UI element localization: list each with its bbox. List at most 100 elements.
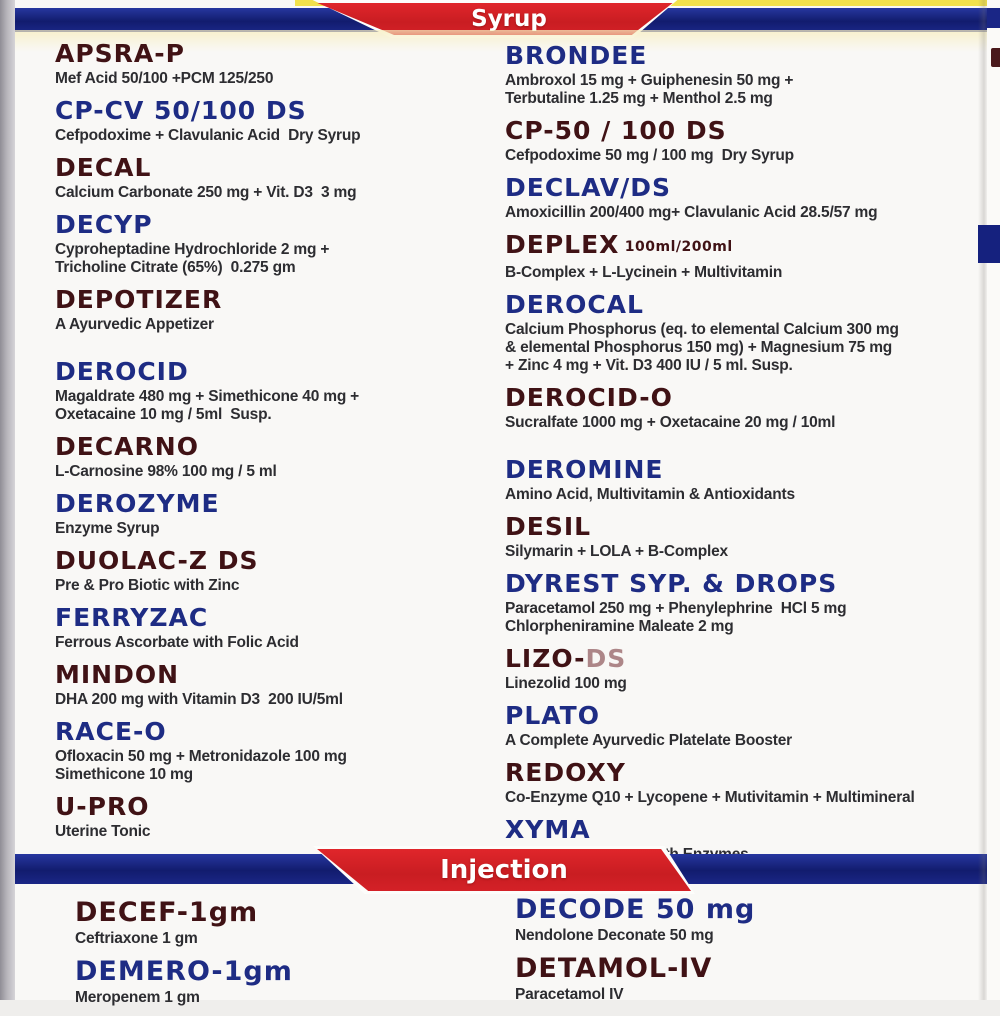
product-item: DESIL Silymarin + LOLA + B-Complex <box>505 513 985 561</box>
product-name: LIZO-DS <box>505 644 627 673</box>
product-name: XYMA <box>505 815 591 844</box>
product-item: MINDON DHA 200 mg with Vitamin D3 200 IU/… <box>55 661 485 709</box>
product-name-suffix: 100ml/200ml <box>619 239 733 255</box>
product-item: DECODE 50 mg Nendolone Deconate 50 mg <box>515 895 985 945</box>
product-item: DECEF-1gm Ceftriaxone 1 gm <box>75 898 495 948</box>
product-description: Cyproheptadine Hydrochloride 2 mg + Tric… <box>55 241 330 276</box>
product-item: CP-50 / 100 DS Cefpodoxime 50 mg / 100 mg… <box>505 117 985 165</box>
product-name: RACE-O <box>55 717 167 746</box>
product-item: DEROCAL Calcium Phosphorus (eq. to elemen… <box>505 291 985 375</box>
paper-tint <box>15 30 1000 52</box>
product-description: Cefpodoxime 50 mg / 100 mg Dry Syrup <box>505 147 794 164</box>
product-description: Sucralfate 1000 mg + Oxetacaine 20 mg / … <box>505 414 836 431</box>
product-description: Magaldrate 480 mg + Simethicone 40 mg + … <box>55 388 360 423</box>
left-edge-strip <box>0 0 15 1000</box>
product-item: DEMERO-1gm Meropenem 1 gm <box>75 957 495 1007</box>
product-item: LIZO-DS Linezolid 100 mg <box>505 645 985 693</box>
product-name: MINDON <box>55 660 180 689</box>
product-name: CP-CV 50/100 DS <box>55 96 307 125</box>
product-name: DECODE 50 mg <box>515 894 756 925</box>
injection-column-right: DECODE 50 mg Nendolone Deconate 50 mg DETA… <box>515 895 985 1013</box>
product-description: B-Complex + L-Lycinein + Multivitamin <box>505 264 783 281</box>
product-name: DUOLAC-Z DS <box>55 546 259 575</box>
product-name: APSRA-P <box>55 39 185 68</box>
section-banner-injection: Injection <box>15 846 1000 894</box>
product-description: Mef Acid 50/100 +PCM 125/250 <box>55 70 274 87</box>
syrup-column-left: APSRA-P Mef Acid 50/100 +PCM 125/250 CP-CV… <box>55 40 485 850</box>
banner-badge: Injection <box>317 849 691 891</box>
product-description: Ceftriaxone 1 gm <box>75 930 198 947</box>
product-description: Co-Enzyme Q10 + Lycopene + Mutivitamin +… <box>505 789 915 806</box>
product-name: DECARNO <box>55 432 199 461</box>
product-item: DEPOTIZER A Ayurvedic Appetizer <box>55 286 485 334</box>
product-item: DEROMINE Amino Acid, Multivitamin & Antio… <box>505 456 985 504</box>
product-description: Meropenem 1 gm <box>75 989 200 1006</box>
product-name: DEPOTIZER <box>55 285 223 314</box>
injection-column-left: DECEF-1gm Ceftriaxone 1 gm DEMERO-1gm Merop… <box>75 898 495 1016</box>
product-item: FERRYZAC Ferrous Ascorbate with Folic Aci… <box>55 604 485 652</box>
product-name: DECLAV/DS <box>505 173 671 202</box>
product-name: DECAL <box>55 153 152 182</box>
product-item: DECYP Cyproheptadine Hydrochloride 2 mg +… <box>55 211 485 277</box>
product-item: REDOXY Co-Enzyme Q10 + Lycopene + Mutivit… <box>505 759 985 807</box>
banner-label: Syrup <box>471 6 547 32</box>
product-name: DEROMINE <box>505 455 664 484</box>
product-name-faded-part: DS <box>585 644 627 673</box>
product-item: PLATO A Complete Ayurvedic Platelate Boos… <box>505 702 985 750</box>
product-description: Uterine Tonic <box>55 823 151 840</box>
product-item: DUOLAC-Z DS Pre & Pro Biotic with Zinc <box>55 547 485 595</box>
product-description: Ofloxacin 50 mg + Metronidazole 100 mg S… <box>55 748 347 783</box>
product-item: DEROCID-O Sucralfate 1000 mg + Oxetacaine… <box>505 384 985 432</box>
product-description: Silymarin + LOLA + B-Complex <box>505 543 728 560</box>
product-item: BRONDEE Ambroxol 15 mg + Guiphenesin 50 m… <box>505 42 985 108</box>
product-description: A Complete Ayurvedic Platelate Booster <box>505 732 792 749</box>
product-description: Calcium Carbonate 250 mg + Vit. D3 3 mg <box>55 184 357 201</box>
product-name: CP-50 / 100 DS <box>505 116 727 145</box>
product-name: DEROCID-O <box>505 383 673 412</box>
product-description: Cefpodoxime + Clavulanic Acid Dry Syrup <box>55 127 361 144</box>
product-name: PLATO <box>505 701 600 730</box>
product-name: DYREST SYP. & DROPS <box>505 569 838 598</box>
product-description: DHA 200 mg with Vitamin D3 200 IU/5ml <box>55 691 343 708</box>
product-name: REDOXY <box>505 758 626 787</box>
product-description: Amino Acid, Multivitamin & Antioxidants <box>505 486 795 503</box>
adjacent-panel-blue-mark <box>978 225 1000 263</box>
adjacent-panel-edge <box>978 0 1000 1000</box>
product-description: L-Carnosine 98% 100 mg / 5 ml <box>55 463 277 480</box>
product-description: Amoxicillin 200/400 mg+ Clavulanic Acid … <box>505 204 878 221</box>
product-description: Nendolone Deconate 50 mg <box>515 927 714 944</box>
product-name: U-PRO <box>55 792 150 821</box>
product-item: DECLAV/DS Amoxicillin 200/400 mg+ Clavula… <box>505 174 985 222</box>
product-name: BRONDEE <box>505 41 648 70</box>
banner-badge: Syrup <box>317 3 673 35</box>
product-item: U-PRO Uterine Tonic <box>55 793 485 841</box>
product-description: Paracetamol 250 mg + Phenylephrine HCl 5… <box>505 600 847 635</box>
product-name: DETAMOL-IV <box>515 953 713 984</box>
product-name: FERRYZAC <box>55 603 209 632</box>
adjacent-panel-blue-band-fragment <box>987 8 1000 28</box>
product-description: Ambroxol 15 mg + Guiphenesin 50 mg + Ter… <box>505 72 794 107</box>
product-description: Pre & Pro Biotic with Zinc <box>55 577 240 594</box>
product-name: DESIL <box>505 512 592 541</box>
product-name: DEMERO-1gm <box>75 956 293 987</box>
product-item: DEROZYME Enzyme Syrup <box>55 490 485 538</box>
product-item: DECAL Calcium Carbonate 250 mg + Vit. D3 … <box>55 154 485 202</box>
product-name: DEPLEX 100ml/200ml <box>505 230 733 259</box>
product-name: DECEF-1gm <box>75 897 259 928</box>
product-description: Calcium Phosphorus (eq. to elemental Cal… <box>505 321 899 374</box>
product-description: Linezolid 100 mg <box>505 675 627 692</box>
adjacent-panel-text-fragment <box>991 48 1000 67</box>
syrup-column-right: BRONDEE Ambroxol 15 mg + Guiphenesin 50 m… <box>505 42 985 873</box>
product-item: DEPLEX 100ml/200ml B-Complex + L-Lycinein… <box>505 231 985 282</box>
product-description: Ferrous Ascorbate with Folic Acid <box>55 634 299 651</box>
product-item: DYREST SYP. & DROPS Paracetamol 250 mg + … <box>505 570 985 636</box>
product-item: DECARNO L-Carnosine 98% 100 mg / 5 ml <box>55 433 485 481</box>
product-item: RACE-O Ofloxacin 50 mg + Metronidazole 10… <box>55 718 485 784</box>
product-description: Enzyme Syrup <box>55 520 160 537</box>
product-description: Paracetamol IV <box>515 986 624 1003</box>
product-item: APSRA-P Mef Acid 50/100 +PCM 125/250 <box>55 40 485 88</box>
banner-label: Injection <box>440 855 568 885</box>
product-item: DEROCID Magaldrate 480 mg + Simethicone 4… <box>55 358 485 424</box>
product-name: DEROCAL <box>505 290 644 319</box>
